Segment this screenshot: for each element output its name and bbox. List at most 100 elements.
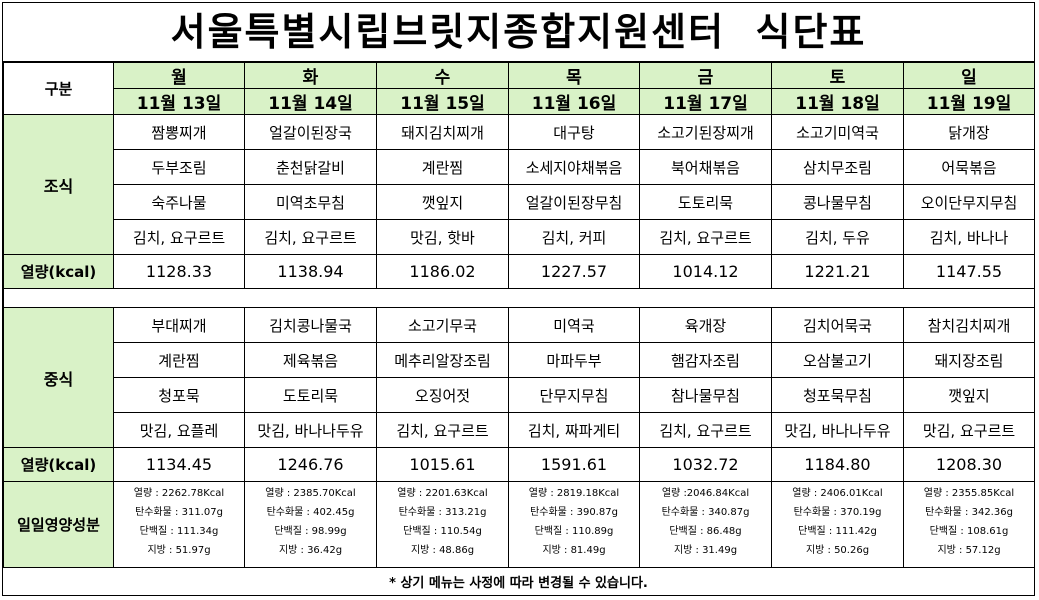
- nutrition-line: 열량 :2046.84Kcal: [661, 488, 750, 499]
- menu-item: 얼갈이된장무침: [508, 184, 640, 220]
- breakfast-menu-row: 두부조림 춘천닭갈비 계란찜 소세지야채볶음 북어채볶음 삼치무조림 어묵볶음: [4, 149, 1035, 185]
- nutrition-line: 탄수화물 : 390.87g: [530, 507, 618, 518]
- menu-item: 김치콩나물국: [244, 307, 377, 343]
- menu-item: 어묵볶음: [903, 149, 1035, 185]
- menu-item: 도토리묵: [244, 377, 377, 413]
- nutrition-cell: 열량 :2046.84Kcal 탄수화물 : 340.87g 단백질 : 86.48…: [639, 481, 772, 568]
- menu-item: 햄감자조림: [639, 342, 772, 378]
- menu-item: 오이단무지무침: [903, 184, 1035, 220]
- calorie-value: 1184.80: [771, 447, 904, 482]
- lunch-label: 중식: [3, 307, 114, 448]
- menu-item: 소고기된장찌개: [639, 114, 772, 150]
- nutrition-line: 단백질 : 110.89g: [534, 526, 614, 537]
- menu-item: 마파두부: [508, 342, 640, 378]
- day-name: 금: [639, 62, 772, 89]
- menu-item: 제육볶음: [244, 342, 377, 378]
- menu-item: 소고기무국: [376, 307, 509, 343]
- lunch-calorie-row: 열량(kcal) 1134.45 1246.76 1015.61 1591.61 1032…: [3, 447, 1035, 482]
- day-name: 일: [903, 62, 1035, 89]
- menu-item: 김치, 요구르트: [244, 219, 377, 255]
- nutrition-line: 단백질 : 86.48g: [669, 526, 742, 537]
- nutrition-line: 지방 : 57.12g: [937, 545, 1001, 556]
- menu-item: 김치, 커피: [508, 219, 640, 255]
- nutrition-line: 단백질 : 111.34g: [139, 526, 219, 537]
- day-date: 11월 14일: [244, 88, 377, 115]
- nutrition-line: 지방 : 51.97g: [147, 545, 211, 556]
- breakfast-menu-row: 조식 짬뽕찌개 얼갈이된장국 돼지김치찌개 대구탕 소고기된장찌개 소고기미역국 닭개장: [3, 114, 1035, 255]
- menu-item: 육개장: [639, 307, 772, 343]
- nutrition-line: 열량 : 2262.78Kcal: [133, 488, 225, 499]
- calorie-value: 1014.12: [639, 254, 772, 289]
- menu-item: 오징어젓: [376, 377, 509, 413]
- menu-item: 두부조림: [113, 149, 245, 185]
- menu-item: 계란찜: [376, 149, 509, 185]
- menu-item: 김치, 바나나: [903, 219, 1035, 255]
- menu-item: 오삼불고기: [771, 342, 904, 378]
- menu-item: 김치, 요구르트: [639, 412, 772, 448]
- nutrition-row: 일일영양성분 열량 : 2262.78Kcal 탄수화물 : 311.07g 단백질 …: [3, 481, 1035, 568]
- day-name: 토: [771, 62, 904, 89]
- menu-item: 청포묵무침: [771, 377, 904, 413]
- calorie-value: 1227.57: [508, 254, 640, 289]
- nutrition-line: 단백질 : 110.54g: [403, 526, 482, 537]
- menu-item: 닭개장: [903, 114, 1035, 150]
- day-header-row: 구분 월 화 수 목 금 토 일: [3, 62, 1035, 115]
- nutrition-line: 탄수화물 : 311.07g: [135, 507, 223, 518]
- menu-item: 대구탕: [508, 114, 640, 150]
- menu-item: 소세지야채볶음: [508, 149, 640, 185]
- menu-item: 깻잎지: [376, 184, 509, 220]
- menu-item: 맛김, 요플레: [113, 412, 245, 448]
- menu-item: 돼지장조림: [903, 342, 1035, 378]
- nutrition-line: 지방 : 31.49g: [673, 545, 738, 556]
- menu-item: 짬뽕찌개: [113, 114, 245, 150]
- nutrition-line: 지방 : 48.86g: [410, 545, 475, 556]
- lunch-menu-row: 맛김, 요플레 맛김, 바나나두유 김치, 요구르트 김치, 짜파게티 김치, 요구르트…: [4, 412, 1035, 448]
- nutrition-line: 탄수화물 : 342.36g: [925, 507, 1013, 518]
- day-date: 11월 18일: [771, 88, 904, 115]
- nutrition-line: 열량 : 2406.01Kcal: [792, 488, 883, 499]
- breakfast-menu-row: 김치, 요구르트 김치, 요구르트 맛김, 핫바 김치, 커피 김치, 요구르트 김치, …: [4, 219, 1035, 255]
- menu-item: 돼지김치찌개: [376, 114, 509, 150]
- menu-item: 도토리묵: [639, 184, 772, 220]
- menu-item: 김치어묵국: [771, 307, 904, 343]
- menu-item: 부대찌개: [113, 307, 245, 343]
- menu-item: 계란찜: [113, 342, 245, 378]
- menu-item: 미역초무침: [244, 184, 377, 220]
- menu-item: 김치, 짜파게티: [508, 412, 640, 448]
- calorie-value: 1208.30: [903, 447, 1035, 482]
- menu-item: 얼갈이된장국: [244, 114, 377, 150]
- spacer: [3, 288, 1035, 308]
- calorie-value: 1221.21: [771, 254, 904, 289]
- calorie-label: 열량(kcal): [3, 254, 114, 289]
- nutrition-cell: 열량 : 2262.78Kcal 탄수화물 : 311.07g 단백질 : 111.…: [113, 481, 245, 568]
- calorie-value: 1015.61: [376, 447, 509, 482]
- nutrition-line: 열량 : 2201.63Kcal: [397, 488, 488, 499]
- calorie-label: 열량(kcal): [3, 447, 114, 482]
- nutrition-line: 열량 : 2385.70Kcal: [265, 488, 356, 499]
- menu-item: 북어채볶음: [639, 149, 772, 185]
- nutrition-label: 일일영양성분: [3, 481, 114, 568]
- calorie-value: 1134.45: [113, 447, 245, 482]
- calorie-value: 1147.55: [903, 254, 1035, 289]
- nutrition-line: 열량 : 2355.85Kcal: [923, 488, 1015, 499]
- lunch-menu-row: 계란찜 제육볶음 메추리알장조림 마파두부 햄감자조림 오삼불고기 돼지장조림: [4, 342, 1035, 378]
- menu-item: 맛김, 요구르트: [903, 412, 1035, 448]
- nutrition-cell: 열량 : 2201.63Kcal 탄수화물 : 313.21g 단백질 : 110.…: [376, 481, 509, 568]
- menu-item: 맛김, 바나나두유: [771, 412, 904, 448]
- menu-item: 맛김, 핫바: [376, 219, 509, 255]
- breakfast-label: 조식: [3, 114, 114, 255]
- menu-item: 콩나물무침: [771, 184, 904, 220]
- menu-item: 김치, 요구르트: [113, 219, 245, 255]
- day-name: 수: [376, 62, 509, 89]
- breakfast-calorie-row: 열량(kcal) 1128.33 1138.94 1186.02 1227.57 1014…: [3, 254, 1035, 289]
- menu-item: 맛김, 바나나두유: [244, 412, 377, 448]
- calorie-value: 1032.72: [639, 447, 772, 482]
- menu-item: 숙주나물: [113, 184, 245, 220]
- nutrition-cell: 열량 : 2355.85Kcal 탄수화물 : 342.36g 단백질 : 108.…: [903, 481, 1035, 568]
- nutrition-line: 단백질 : 111.42g: [798, 526, 877, 537]
- day-date: 11월 16일: [508, 88, 640, 115]
- nutrition-line: 지방 : 36.42g: [278, 545, 343, 556]
- nutrition-line: 단백질 : 98.99g: [274, 526, 347, 537]
- lunch-menu-row: 청포묵 도토리묵 오징어젓 단무지무침 참나물무침 청포묵무침 깻잎지: [4, 377, 1035, 413]
